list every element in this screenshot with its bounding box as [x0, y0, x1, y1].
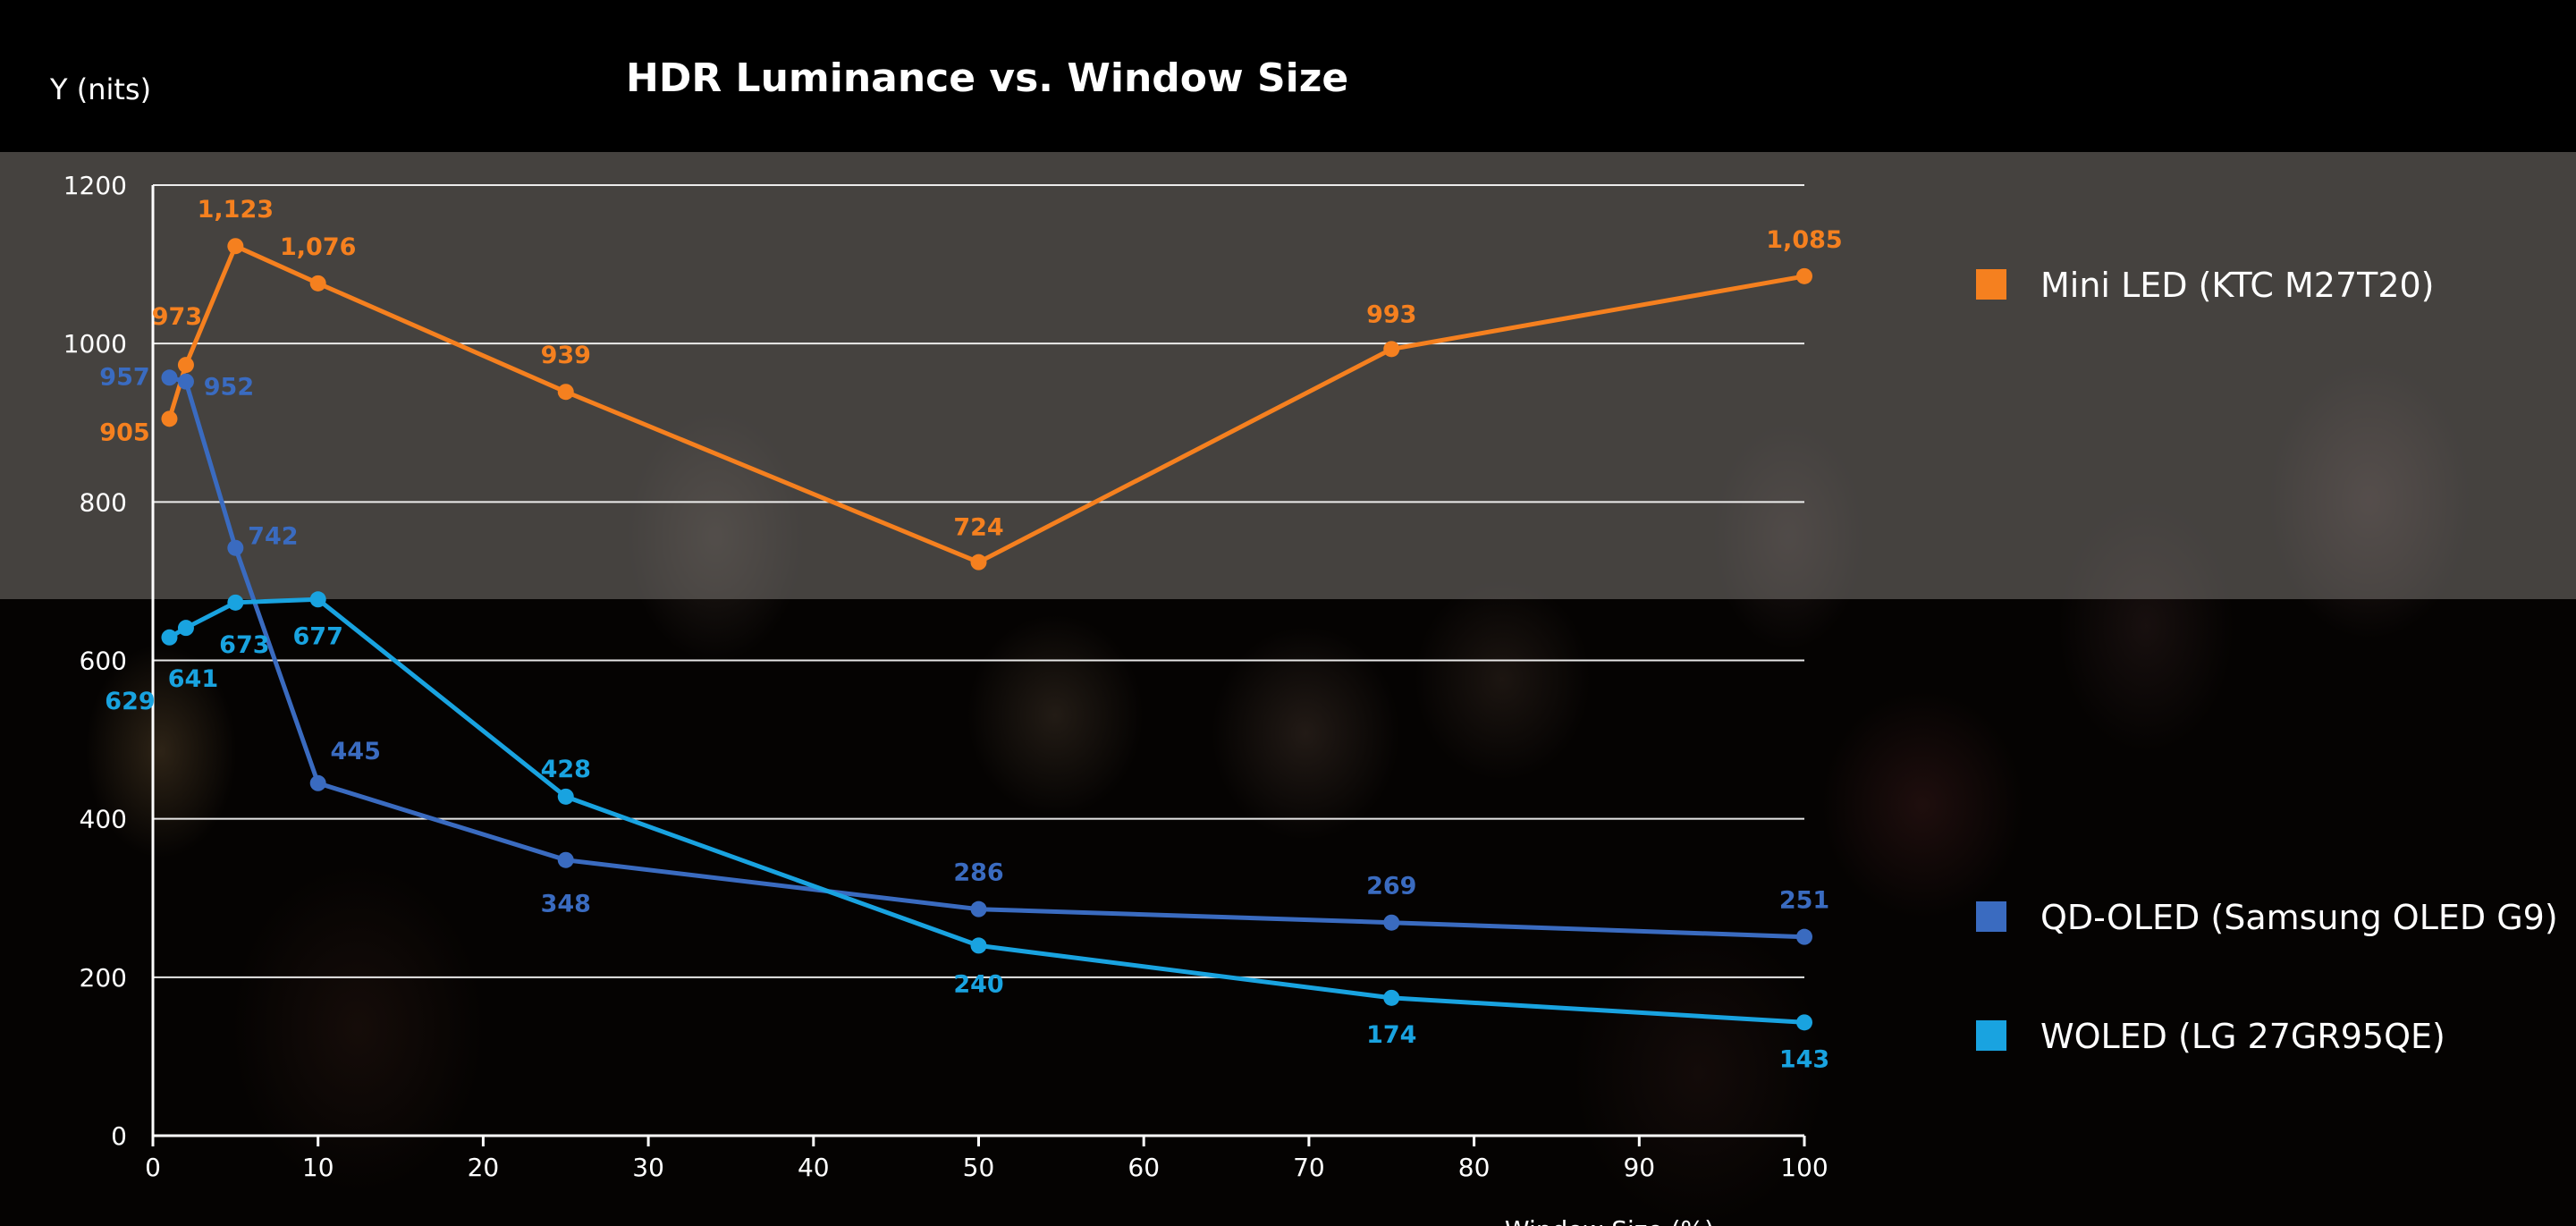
- series-group: [161, 238, 1812, 1031]
- data-label: 952: [204, 374, 254, 402]
- x-tick-label: 30: [632, 1153, 664, 1182]
- data-point: [161, 629, 178, 646]
- y-tick-label: 800: [80, 487, 127, 517]
- legend-label: WOLED (LG 27GR95QE): [2040, 1017, 2445, 1056]
- legend: Mini LED (KTC M27T20) QD-OLED (Samsung OL…: [1976, 266, 2558, 1056]
- x-tick-label: 60: [1128, 1153, 1160, 1182]
- data-point: [1383, 914, 1400, 931]
- data-label: 641: [168, 665, 218, 693]
- legend-swatch: [1976, 1020, 2006, 1051]
- x-tick-label: 10: [302, 1153, 334, 1182]
- y-tick-label: 0: [111, 1121, 127, 1151]
- data-point: [177, 373, 194, 390]
- data-label: 742: [248, 523, 298, 551]
- legend-label: Mini LED (KTC M27T20): [2040, 266, 2435, 305]
- data-label: 174: [1366, 1021, 1416, 1049]
- data-label: 428: [541, 756, 591, 783]
- series-line: [167, 243, 1805, 565]
- axes: 0 200 400 600 800 1000 1200 0 10 20 30 40 50 60 70 80 90…: [63, 171, 1829, 1182]
- data-label: 629: [105, 688, 155, 715]
- data-label: 973: [152, 303, 202, 331]
- data-label: 240: [953, 970, 1003, 998]
- data-label: 677: [293, 622, 343, 650]
- data-point: [309, 774, 326, 791]
- data-point: [161, 410, 178, 427]
- series-line: [168, 596, 1805, 1025]
- chart-title: HDR Luminance vs. Window Size: [626, 55, 1348, 101]
- legend-label: QD-OLED (Samsung OLED G9): [2040, 898, 2558, 937]
- x-tick-label: 70: [1293, 1153, 1325, 1182]
- series-line: [168, 375, 1805, 940]
- data-label: 993: [1366, 300, 1416, 328]
- legend-swatch: [1976, 269, 2006, 300]
- highlight-band: [0, 152, 2576, 599]
- data-label: 1,123: [198, 196, 274, 224]
- x-axis-label: Window Size (%): [1505, 1215, 1714, 1226]
- data-label: 1,085: [1766, 226, 1842, 254]
- y-tick-label: 200: [80, 963, 127, 993]
- y-tick-label: 400: [80, 805, 127, 834]
- x-tick-label: 100: [1780, 1153, 1828, 1182]
- y-tick-label: 1000: [63, 329, 127, 359]
- data-point: [557, 384, 574, 401]
- x-tick-label: 90: [1623, 1153, 1655, 1182]
- data-label: 286: [953, 859, 1003, 887]
- data-label: 939: [541, 342, 591, 369]
- data-point: [1796, 267, 1812, 284]
- data-point: [309, 591, 326, 608]
- data-point: [970, 554, 987, 571]
- data-point: [1796, 928, 1812, 945]
- data-label: 724: [953, 514, 1003, 542]
- data-point: [227, 238, 244, 255]
- data-point: [309, 275, 326, 292]
- data-label: 348: [541, 891, 591, 918]
- data-point: [227, 594, 244, 611]
- legend-swatch: [1976, 901, 2006, 932]
- data-point: [1383, 341, 1400, 358]
- data-point: [227, 539, 244, 556]
- data-point: [970, 937, 987, 954]
- data-label: 251: [1779, 887, 1829, 915]
- data-label: 143: [1779, 1045, 1829, 1073]
- x-tick-label: 50: [963, 1153, 995, 1182]
- y-tick-label: 600: [80, 647, 127, 676]
- data-label: 673: [219, 631, 269, 659]
- x-tick-label: 0: [145, 1153, 161, 1182]
- data-label: 1,076: [280, 233, 356, 261]
- y-axis-label: Y (nits): [49, 72, 151, 106]
- data-point: [970, 900, 987, 917]
- data-label: 445: [331, 738, 381, 765]
- x-tick-label: 40: [798, 1153, 830, 1182]
- x-tick-label: 80: [1458, 1153, 1491, 1182]
- data-point: [1383, 989, 1400, 1006]
- data-label: 905: [99, 419, 149, 446]
- data-label: 957: [99, 363, 149, 391]
- y-tick-label: 1200: [63, 171, 127, 200]
- data-point: [177, 620, 194, 637]
- x-tick-label: 20: [468, 1153, 500, 1182]
- data-point: [177, 357, 194, 374]
- title-bar: [0, 0, 2576, 152]
- data-label: 269: [1366, 873, 1416, 900]
- data-point: [557, 851, 574, 868]
- data-point: [1796, 1014, 1812, 1031]
- data-point: [161, 369, 178, 386]
- data-point: [557, 788, 574, 805]
